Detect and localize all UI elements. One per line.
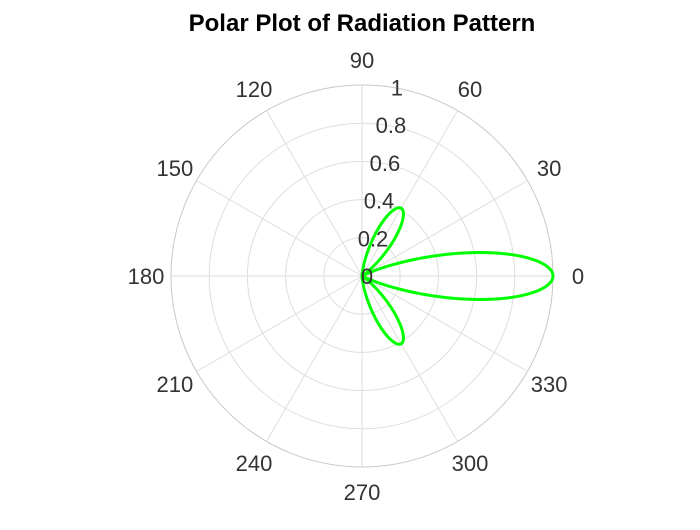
radiation-pattern-line [360, 206, 555, 346]
angle-tick-label: 330 [531, 372, 568, 397]
angle-tick-label: 270 [344, 480, 381, 505]
radial-tick-label: 0.6 [370, 151, 401, 176]
radial-tick-label: 0.4 [364, 189, 395, 214]
series-layer [360, 206, 555, 346]
angle-tick-label: 300 [452, 451, 489, 476]
angular-spoke [361, 275, 528, 372]
angle-tick-label: 30 [537, 156, 561, 181]
pattern-point [402, 265, 403, 266]
angular-spoke [196, 275, 363, 372]
angle-tick-label: 120 [236, 77, 273, 102]
pattern-point [381, 313, 382, 314]
radial-tick-label: 0.8 [376, 113, 407, 138]
pattern-point [525, 290, 526, 291]
radial-tick-label: 0 [361, 264, 373, 289]
pattern-point [465, 294, 466, 295]
chart-title: Polar Plot of Radiation Pattern [189, 10, 536, 37]
tick-labels: 0 30 60 90 120 150 180 210 240 270 300 330 0 0.2 0.4 0.… [128, 48, 584, 505]
radial-tick-label: 1 [391, 75, 403, 100]
angle-tick-label: 180 [128, 264, 165, 289]
pattern-point [368, 289, 369, 290]
angular-spoke [266, 275, 363, 442]
angle-tick-label: 150 [157, 156, 194, 181]
pattern-point [401, 208, 402, 209]
angle-tick-label: 90 [350, 48, 374, 73]
angle-tick-label: 210 [157, 372, 194, 397]
angular-spoke [266, 110, 363, 277]
angular-spoke [361, 275, 458, 442]
angle-tick-label: 0 [572, 264, 584, 289]
radial-tick-label: 0.2 [358, 226, 389, 251]
angular-spoke [196, 180, 363, 277]
pattern-point [384, 311, 385, 312]
angular-spoke [361, 110, 458, 277]
polar-grid [170, 84, 554, 468]
pattern-point [401, 343, 402, 344]
angular-spoke [361, 180, 528, 277]
pattern-point [465, 257, 466, 258]
angle-tick-label: 240 [236, 451, 273, 476]
pattern-point [525, 261, 526, 262]
pattern-point [402, 286, 403, 287]
pattern-point [368, 262, 369, 263]
pattern-point [552, 275, 553, 276]
angle-tick-label: 60 [458, 77, 482, 102]
